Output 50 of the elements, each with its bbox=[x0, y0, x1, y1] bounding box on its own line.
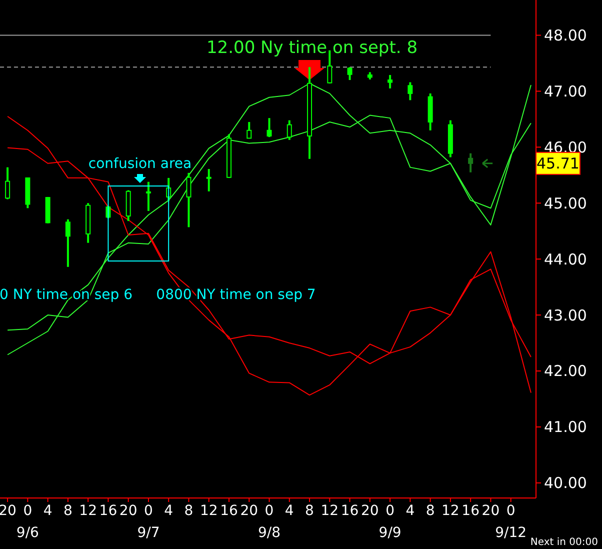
x-tick-label: 4 bbox=[164, 503, 174, 519]
y-tick-label: 42.00 bbox=[544, 362, 587, 380]
x-tick-label: 0 9/7 bbox=[137, 503, 160, 541]
annotation: confusion area bbox=[88, 156, 192, 172]
x-tick-label: 0 9/6 bbox=[16, 503, 40, 541]
annotation: 12.00 Ny time on sept. 8 bbox=[206, 38, 418, 58]
x-tick-label: 0 9/8 bbox=[258, 503, 281, 541]
candlestick bbox=[186, 172, 192, 228]
x-tick-label: 8 bbox=[305, 503, 314, 519]
y-tick-label: 43.00 bbox=[544, 306, 587, 324]
x-tick-label: 16 bbox=[340, 503, 359, 519]
x-tick-label: 4 bbox=[284, 503, 294, 519]
x-tick-label: 8 bbox=[184, 503, 194, 519]
annotation: 45.71 bbox=[536, 154, 580, 173]
x-tick-label: 4 bbox=[43, 503, 52, 519]
candlestick bbox=[146, 180, 151, 212]
x-tick-label: 12 bbox=[79, 503, 97, 519]
x-tick-label: 20 bbox=[0, 503, 16, 519]
y-tick-label: 44.00 bbox=[544, 250, 587, 268]
candlestick bbox=[408, 81, 413, 102]
text: Next in 00:00 bbox=[530, 537, 598, 548]
x-tick-label: 8 bbox=[63, 503, 72, 519]
y-tick-label: 46.00 bbox=[544, 138, 587, 156]
x-tick-label: 12 bbox=[200, 503, 218, 519]
x-tick-label: 8 bbox=[426, 503, 435, 519]
candlestick bbox=[347, 66, 352, 82]
x-tick-label: 20 bbox=[240, 503, 258, 519]
candlestick bbox=[468, 152, 474, 174]
candlestick bbox=[65, 218, 70, 268]
candlestick bbox=[266, 117, 272, 138]
x-tick-label: 16 bbox=[220, 503, 238, 519]
x-tick-label: 20 bbox=[119, 503, 138, 519]
y-tick-label: 40.00 bbox=[544, 474, 587, 492]
candlestick bbox=[246, 120, 252, 140]
x-tick-label: 0 9/9 bbox=[378, 503, 402, 541]
candlestick bbox=[5, 166, 10, 200]
y-tick-label: 41.00 bbox=[544, 418, 587, 436]
y-tick-label: 45.00 bbox=[544, 194, 587, 212]
x-tick-label: 16 bbox=[99, 503, 118, 519]
candlestick bbox=[206, 168, 212, 192]
x-tick-label: 4 bbox=[406, 503, 415, 519]
x-tick-label: 12 bbox=[442, 503, 460, 519]
y-tick-label: 47.00 bbox=[544, 82, 587, 100]
candlestick bbox=[327, 49, 332, 84]
candlestick bbox=[388, 74, 393, 90]
x-tick-label: 20 bbox=[361, 503, 379, 519]
candlestick bbox=[286, 119, 292, 141]
y-tick-label: 48.00 bbox=[544, 26, 587, 44]
x-tick-label: 12 bbox=[320, 503, 339, 519]
x-tick-label: 16 bbox=[462, 503, 480, 519]
